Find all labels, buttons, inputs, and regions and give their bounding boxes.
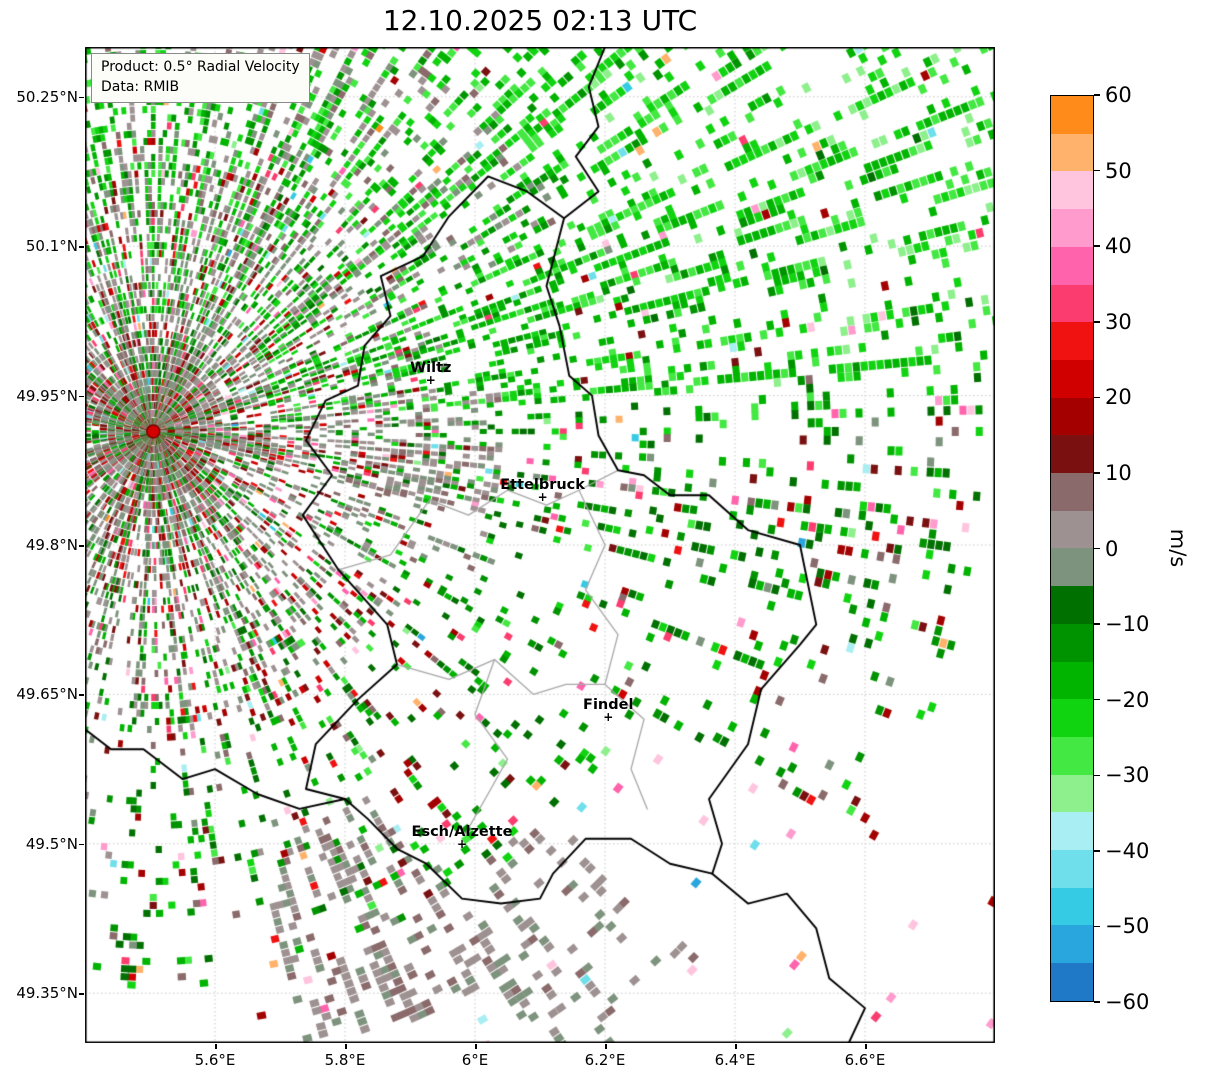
colorbar-segment [1051, 661, 1093, 700]
x-tick-mark [215, 1043, 217, 1049]
x-tick-label: 6°E [461, 1051, 489, 1069]
y-tick-label: 50.1°N [25, 237, 78, 256]
y-tick-mark [79, 694, 84, 696]
colorbar-tick-label: 20 [1105, 385, 1132, 410]
colorbar-unit-label: m/s [1166, 528, 1190, 568]
colorbar-tick-label: −50 [1105, 914, 1150, 939]
y-tick-label: 49.8°N [25, 536, 78, 554]
y-tick-mark [79, 993, 84, 995]
x-tick-label: 6.4°E [714, 1051, 756, 1069]
map-plot [85, 47, 995, 1043]
colorbar-segment [1051, 322, 1093, 360]
x-tick-mark [865, 1043, 867, 1049]
y-tick-label: 49.35°N [16, 984, 78, 1003]
colorbar-segment [1051, 699, 1093, 737]
y-tick-mark [79, 843, 84, 846]
colorbar-tick-mark [1094, 94, 1100, 96]
colorbar-segment [1051, 133, 1093, 172]
colorbar-segment [1051, 397, 1093, 436]
x-tick-mark [475, 1043, 477, 1049]
colorbar-segment [1051, 963, 1093, 1001]
colorbar-segment [1051, 510, 1093, 549]
colorbar-tick-mark [1094, 169, 1100, 172]
colorbar-segment [1051, 812, 1093, 851]
colorbar-tick-label: −20 [1105, 687, 1150, 712]
x-tick-mark [735, 1043, 737, 1049]
colorbar-tick-label: 0 [1105, 536, 1119, 561]
product-info-box: Product: 0.5° Radial Velocity Data: RMIB [91, 53, 310, 104]
colorbar-tick-mark [1094, 698, 1100, 701]
product-label: Product: 0.5° Radial Velocity [101, 59, 300, 75]
figure-title: 12.10.2025 02:13 UTC [382, 4, 698, 37]
y-tick-label: 49.65°N [16, 685, 78, 704]
radar-canvas [85, 47, 995, 1043]
colorbar-tick-mark [1094, 472, 1100, 474]
colorbar-segment [1051, 925, 1093, 964]
colorbar-tick-label: −40 [1105, 838, 1150, 863]
colorbar-segment [1051, 246, 1093, 285]
colorbar-tick-mark [1094, 321, 1100, 323]
colorbar-segment [1051, 586, 1093, 624]
y-tick-label: 49.95°N [16, 386, 78, 405]
y-tick-label: 49.5°N [25, 834, 78, 853]
colorbar-tick-mark [1094, 774, 1100, 776]
colorbar-segment [1051, 171, 1093, 210]
y-tick-mark [79, 545, 84, 547]
colorbar-tick-mark [1094, 396, 1100, 399]
colorbar-segment [1051, 473, 1093, 511]
colorbar-segment [1051, 284, 1093, 323]
x-tick-mark [605, 1043, 607, 1049]
colorbar-segment [1051, 850, 1093, 888]
colorbar-tick-label: 30 [1105, 309, 1132, 334]
x-tick-mark [345, 1043, 347, 1049]
y-tick-label: 50.25°N [16, 87, 78, 106]
x-tick-label: 5.6°E [194, 1051, 236, 1069]
colorbar-tick-label: 50 [1105, 158, 1132, 183]
colorbar [1050, 95, 1094, 1002]
y-tick-mark [79, 96, 84, 99]
colorbar-segment [1051, 736, 1093, 775]
colorbar-tick-label: 40 [1105, 234, 1132, 259]
colorbar-segment [1051, 548, 1093, 587]
colorbar-tick-label: −30 [1105, 763, 1150, 788]
x-tick-label: 6.2°E [584, 1051, 626, 1069]
y-tick-mark [79, 246, 84, 248]
colorbar-tick-mark [1094, 925, 1100, 928]
y-tick-mark [79, 395, 84, 398]
colorbar-tick-label: 10 [1105, 460, 1132, 485]
x-tick-label: 5.8°E [324, 1051, 366, 1069]
colorbar-segment [1051, 887, 1093, 926]
x-tick-label: 6.6°E [844, 1051, 886, 1069]
colorbar-segment [1051, 774, 1093, 813]
colorbar-segment [1051, 623, 1093, 662]
colorbar-segment [1051, 359, 1093, 398]
colorbar-tick-mark [1094, 623, 1100, 625]
colorbar-tick-mark [1094, 850, 1100, 852]
colorbar-segment [1051, 209, 1093, 247]
colorbar-tick-label: −60 [1105, 990, 1150, 1014]
colorbar-tick-mark [1094, 245, 1100, 247]
data-source-label: Data: RMIB [101, 78, 180, 95]
colorbar-tick-label: 60 [1105, 83, 1132, 107]
colorbar-tick-mark [1094, 547, 1100, 550]
colorbar-segment [1051, 435, 1093, 474]
colorbar-segment [1051, 96, 1093, 134]
colorbar-tick-label: −10 [1105, 612, 1150, 637]
colorbar-tick-mark [1094, 1001, 1100, 1003]
